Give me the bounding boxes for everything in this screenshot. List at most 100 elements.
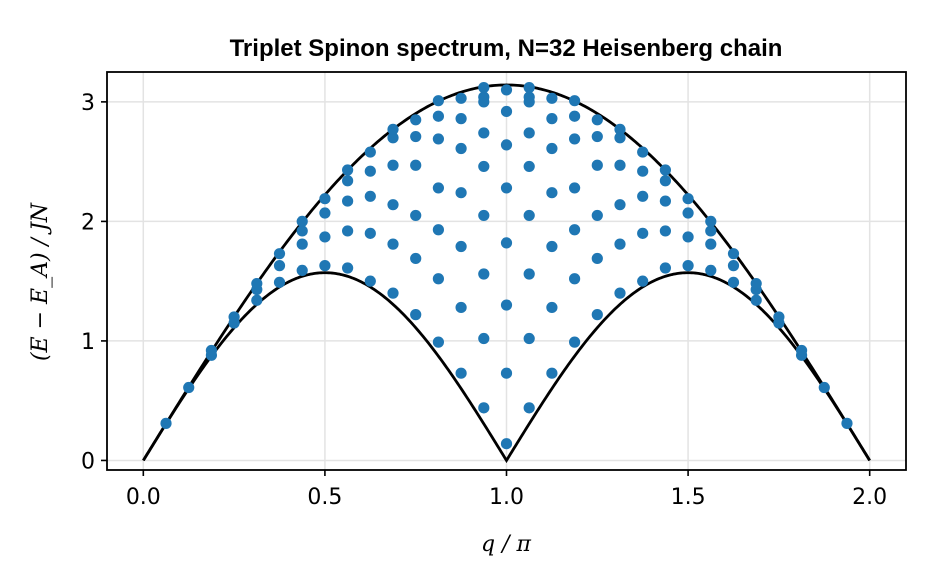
lower-bound-curve — [142, 271, 871, 464]
data-point — [523, 160, 535, 173]
data-point — [410, 252, 422, 265]
data-point — [591, 309, 603, 321]
data-point — [750, 277, 762, 290]
data-point — [432, 182, 444, 194]
data-point — [569, 133, 581, 145]
data-point — [546, 92, 558, 104]
data-point — [523, 332, 535, 345]
data-point — [319, 231, 331, 243]
chart-title: Triplet Spinon spectrum, N=32 Heisenberg… — [230, 35, 783, 62]
data-point — [659, 262, 671, 274]
data-point — [455, 187, 467, 199]
data-point — [342, 225, 354, 237]
data-point — [614, 123, 626, 135]
data-point — [432, 110, 444, 122]
data-point — [727, 260, 740, 272]
data-point — [705, 215, 717, 227]
data-point — [273, 260, 286, 272]
data-point — [478, 332, 490, 345]
data-point — [523, 91, 535, 103]
data-point — [364, 146, 376, 158]
data-point — [478, 209, 490, 222]
data-point — [455, 301, 467, 314]
data-point — [478, 91, 490, 103]
data-point — [478, 268, 490, 280]
data-point — [455, 92, 467, 104]
data-point — [432, 273, 444, 285]
data-point — [296, 238, 308, 250]
y-axis-label: (E − E_A) / JN — [28, 202, 53, 361]
data-point — [342, 262, 354, 274]
data-point — [342, 164, 354, 176]
data-point — [500, 84, 513, 96]
data-point — [500, 438, 513, 450]
data-point — [546, 240, 558, 253]
data-point — [500, 367, 513, 379]
y-tick-label: 3 — [81, 91, 95, 116]
data-point — [387, 132, 399, 144]
data-point — [319, 193, 331, 205]
data-point — [500, 182, 513, 194]
data-point — [387, 159, 399, 171]
data-point — [410, 309, 422, 321]
data-point — [410, 159, 422, 171]
data-point — [727, 276, 740, 288]
x-tick-label: 0.5 — [307, 485, 342, 510]
data-point — [478, 402, 490, 414]
data-point — [546, 142, 558, 155]
data-point — [546, 113, 558, 125]
data-point — [682, 260, 694, 272]
data-point — [682, 193, 694, 205]
data-point — [160, 417, 172, 429]
data-point — [614, 238, 626, 250]
y-tick-label: 0 — [81, 449, 95, 474]
data-point — [682, 231, 694, 243]
data-point — [614, 132, 626, 144]
x-tick-label: 0.0 — [126, 485, 161, 510]
data-point — [523, 209, 535, 222]
data-point — [455, 240, 467, 253]
data-point — [296, 225, 308, 237]
data-point — [319, 260, 331, 272]
data-point — [705, 238, 717, 250]
data-point — [410, 130, 422, 143]
data-point — [659, 195, 671, 207]
data-point — [705, 264, 717, 276]
data-point — [364, 165, 376, 177]
data-point — [546, 301, 558, 314]
data-point — [387, 123, 399, 135]
data-point — [364, 275, 376, 287]
data-point — [296, 264, 308, 276]
data-point — [637, 227, 649, 239]
data-point — [342, 175, 354, 187]
data-point — [614, 199, 626, 211]
data-point — [364, 227, 376, 239]
data-point — [273, 248, 286, 260]
data-point — [319, 207, 331, 219]
data-point — [432, 95, 444, 107]
data-point — [773, 311, 785, 323]
data-point — [478, 81, 490, 94]
data-point — [818, 381, 830, 394]
data-point — [659, 164, 671, 176]
data-point — [591, 114, 603, 126]
x-axis-label: q / π — [481, 532, 531, 557]
data-point — [387, 238, 399, 250]
data-point — [750, 294, 762, 306]
data-point — [637, 190, 649, 202]
data-point — [500, 139, 513, 151]
data-point — [410, 114, 422, 126]
data-point — [296, 215, 308, 227]
data-point — [342, 195, 354, 207]
data-point — [614, 159, 626, 171]
data-point — [637, 275, 649, 287]
data-point — [251, 277, 263, 290]
data-point — [591, 159, 603, 171]
data-point — [387, 287, 399, 299]
data-point — [432, 224, 444, 236]
data-point — [432, 133, 444, 145]
data-point — [727, 248, 740, 260]
data-point — [273, 276, 286, 288]
data-point — [569, 110, 581, 122]
